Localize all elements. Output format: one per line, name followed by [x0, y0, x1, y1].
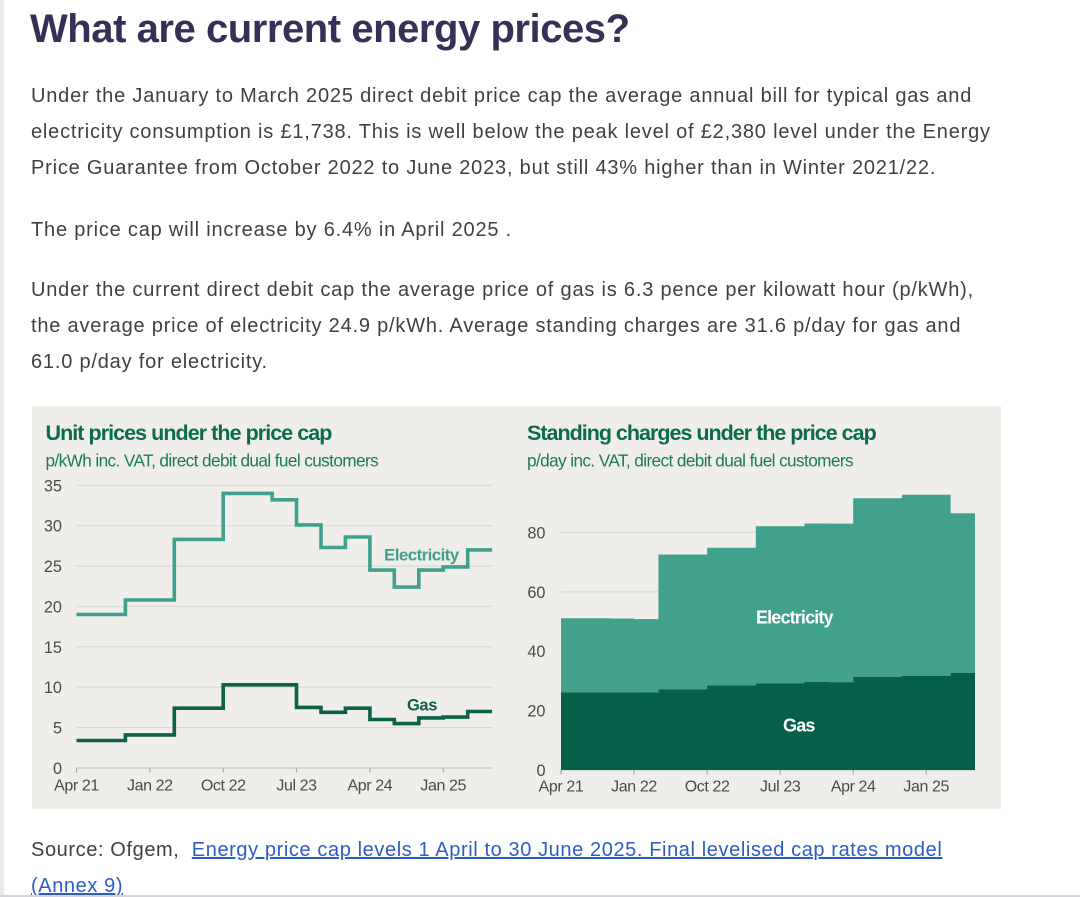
svg-text:Electricity: Electricity	[756, 607, 834, 627]
svg-text:20: 20	[44, 599, 62, 617]
svg-text:15: 15	[44, 639, 62, 657]
svg-text:40: 40	[527, 643, 545, 661]
svg-text:Jan 25: Jan 25	[420, 778, 466, 795]
svg-text:35: 35	[44, 477, 62, 495]
svg-text:Jan 22: Jan 22	[611, 779, 657, 796]
svg-text:60: 60	[527, 584, 545, 602]
svg-text:Oct 22: Oct 22	[685, 779, 730, 796]
svg-text:Apr 24: Apr 24	[348, 778, 393, 795]
svg-text:Standing charges under the pri: Standing charges under the price cap	[527, 421, 877, 445]
svg-text:Unit prices under the price ca: Unit prices under the price cap	[46, 421, 333, 445]
svg-text:Jul 23: Jul 23	[760, 779, 801, 796]
svg-text:p/day inc. VAT, direct debit d: p/day inc. VAT, direct debit dual fuel c…	[527, 451, 853, 471]
svg-text:Jan 25: Jan 25	[903, 779, 949, 796]
svg-text:Apr 21: Apr 21	[54, 778, 99, 795]
svg-text:25: 25	[44, 558, 62, 576]
svg-text:Jan 22: Jan 22	[127, 778, 173, 795]
svg-text:Jul 23: Jul 23	[276, 778, 317, 795]
svg-text:30: 30	[44, 518, 62, 536]
svg-text:0: 0	[53, 760, 62, 778]
svg-text:20: 20	[527, 703, 545, 721]
svg-text:p/kWh inc. VAT, direct debit d: p/kWh inc. VAT, direct debit dual fuel c…	[46, 451, 379, 471]
svg-text:Electricity: Electricity	[384, 546, 460, 565]
svg-text:Oct 22: Oct 22	[201, 778, 246, 795]
svg-text:Apr 24: Apr 24	[831, 779, 876, 796]
svg-text:5: 5	[53, 720, 62, 738]
svg-text:80: 80	[527, 524, 545, 542]
svg-text:10: 10	[44, 679, 62, 697]
svg-text:Gas: Gas	[407, 697, 437, 715]
svg-text:0: 0	[536, 762, 545, 780]
svg-text:Gas: Gas	[783, 715, 815, 735]
svg-text:Apr 21: Apr 21	[539, 779, 584, 796]
